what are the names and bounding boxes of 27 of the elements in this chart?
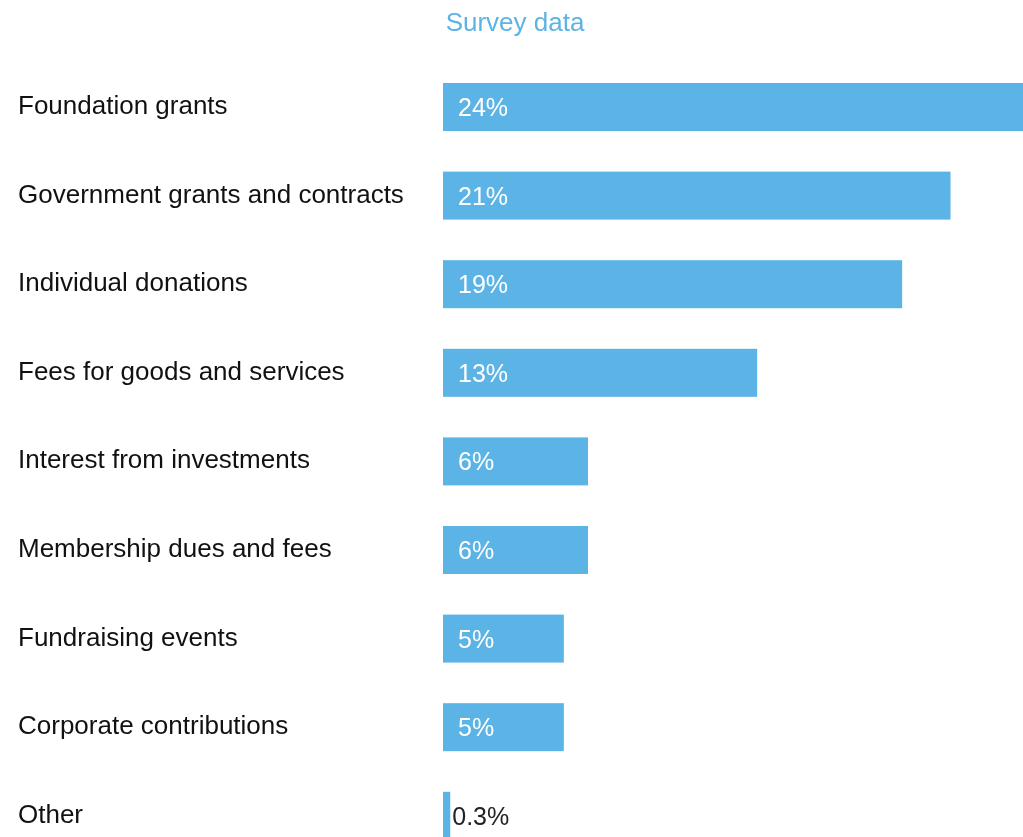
data-label: 5% [458,624,495,653]
data-label: 0.3% [452,801,510,830]
data-label: 19% [458,270,509,299]
data-label: 13% [458,358,509,387]
bar [443,348,758,397]
y-tick-label: Individual donations [18,267,248,298]
data-label: 5% [458,713,495,742]
y-tick-label: Government grants and contracts [18,178,404,209]
data-label: 24% [458,93,509,121]
bar [443,171,951,220]
data-label: 6% [458,447,495,476]
y-tick-label: Fees for goods and services [18,355,345,386]
bar [443,526,588,574]
chart-title: Survey data [445,7,585,37]
bar [443,83,1023,131]
y-tick-label: Membership dues and fees [18,533,332,563]
data-label: 21% [458,181,509,210]
y-tick-label: Fundraising events [18,621,238,652]
bar [443,614,564,663]
bar [443,437,588,486]
y-tick-label: Corporate contributions [18,710,289,741]
bar [443,703,564,752]
bar [443,260,903,309]
y-tick-label: Interest from investments [18,444,310,475]
y-tick-label: Other [18,798,84,829]
y-tick-label: Foundation grants [18,90,228,120]
data-label: 6% [458,536,495,564]
